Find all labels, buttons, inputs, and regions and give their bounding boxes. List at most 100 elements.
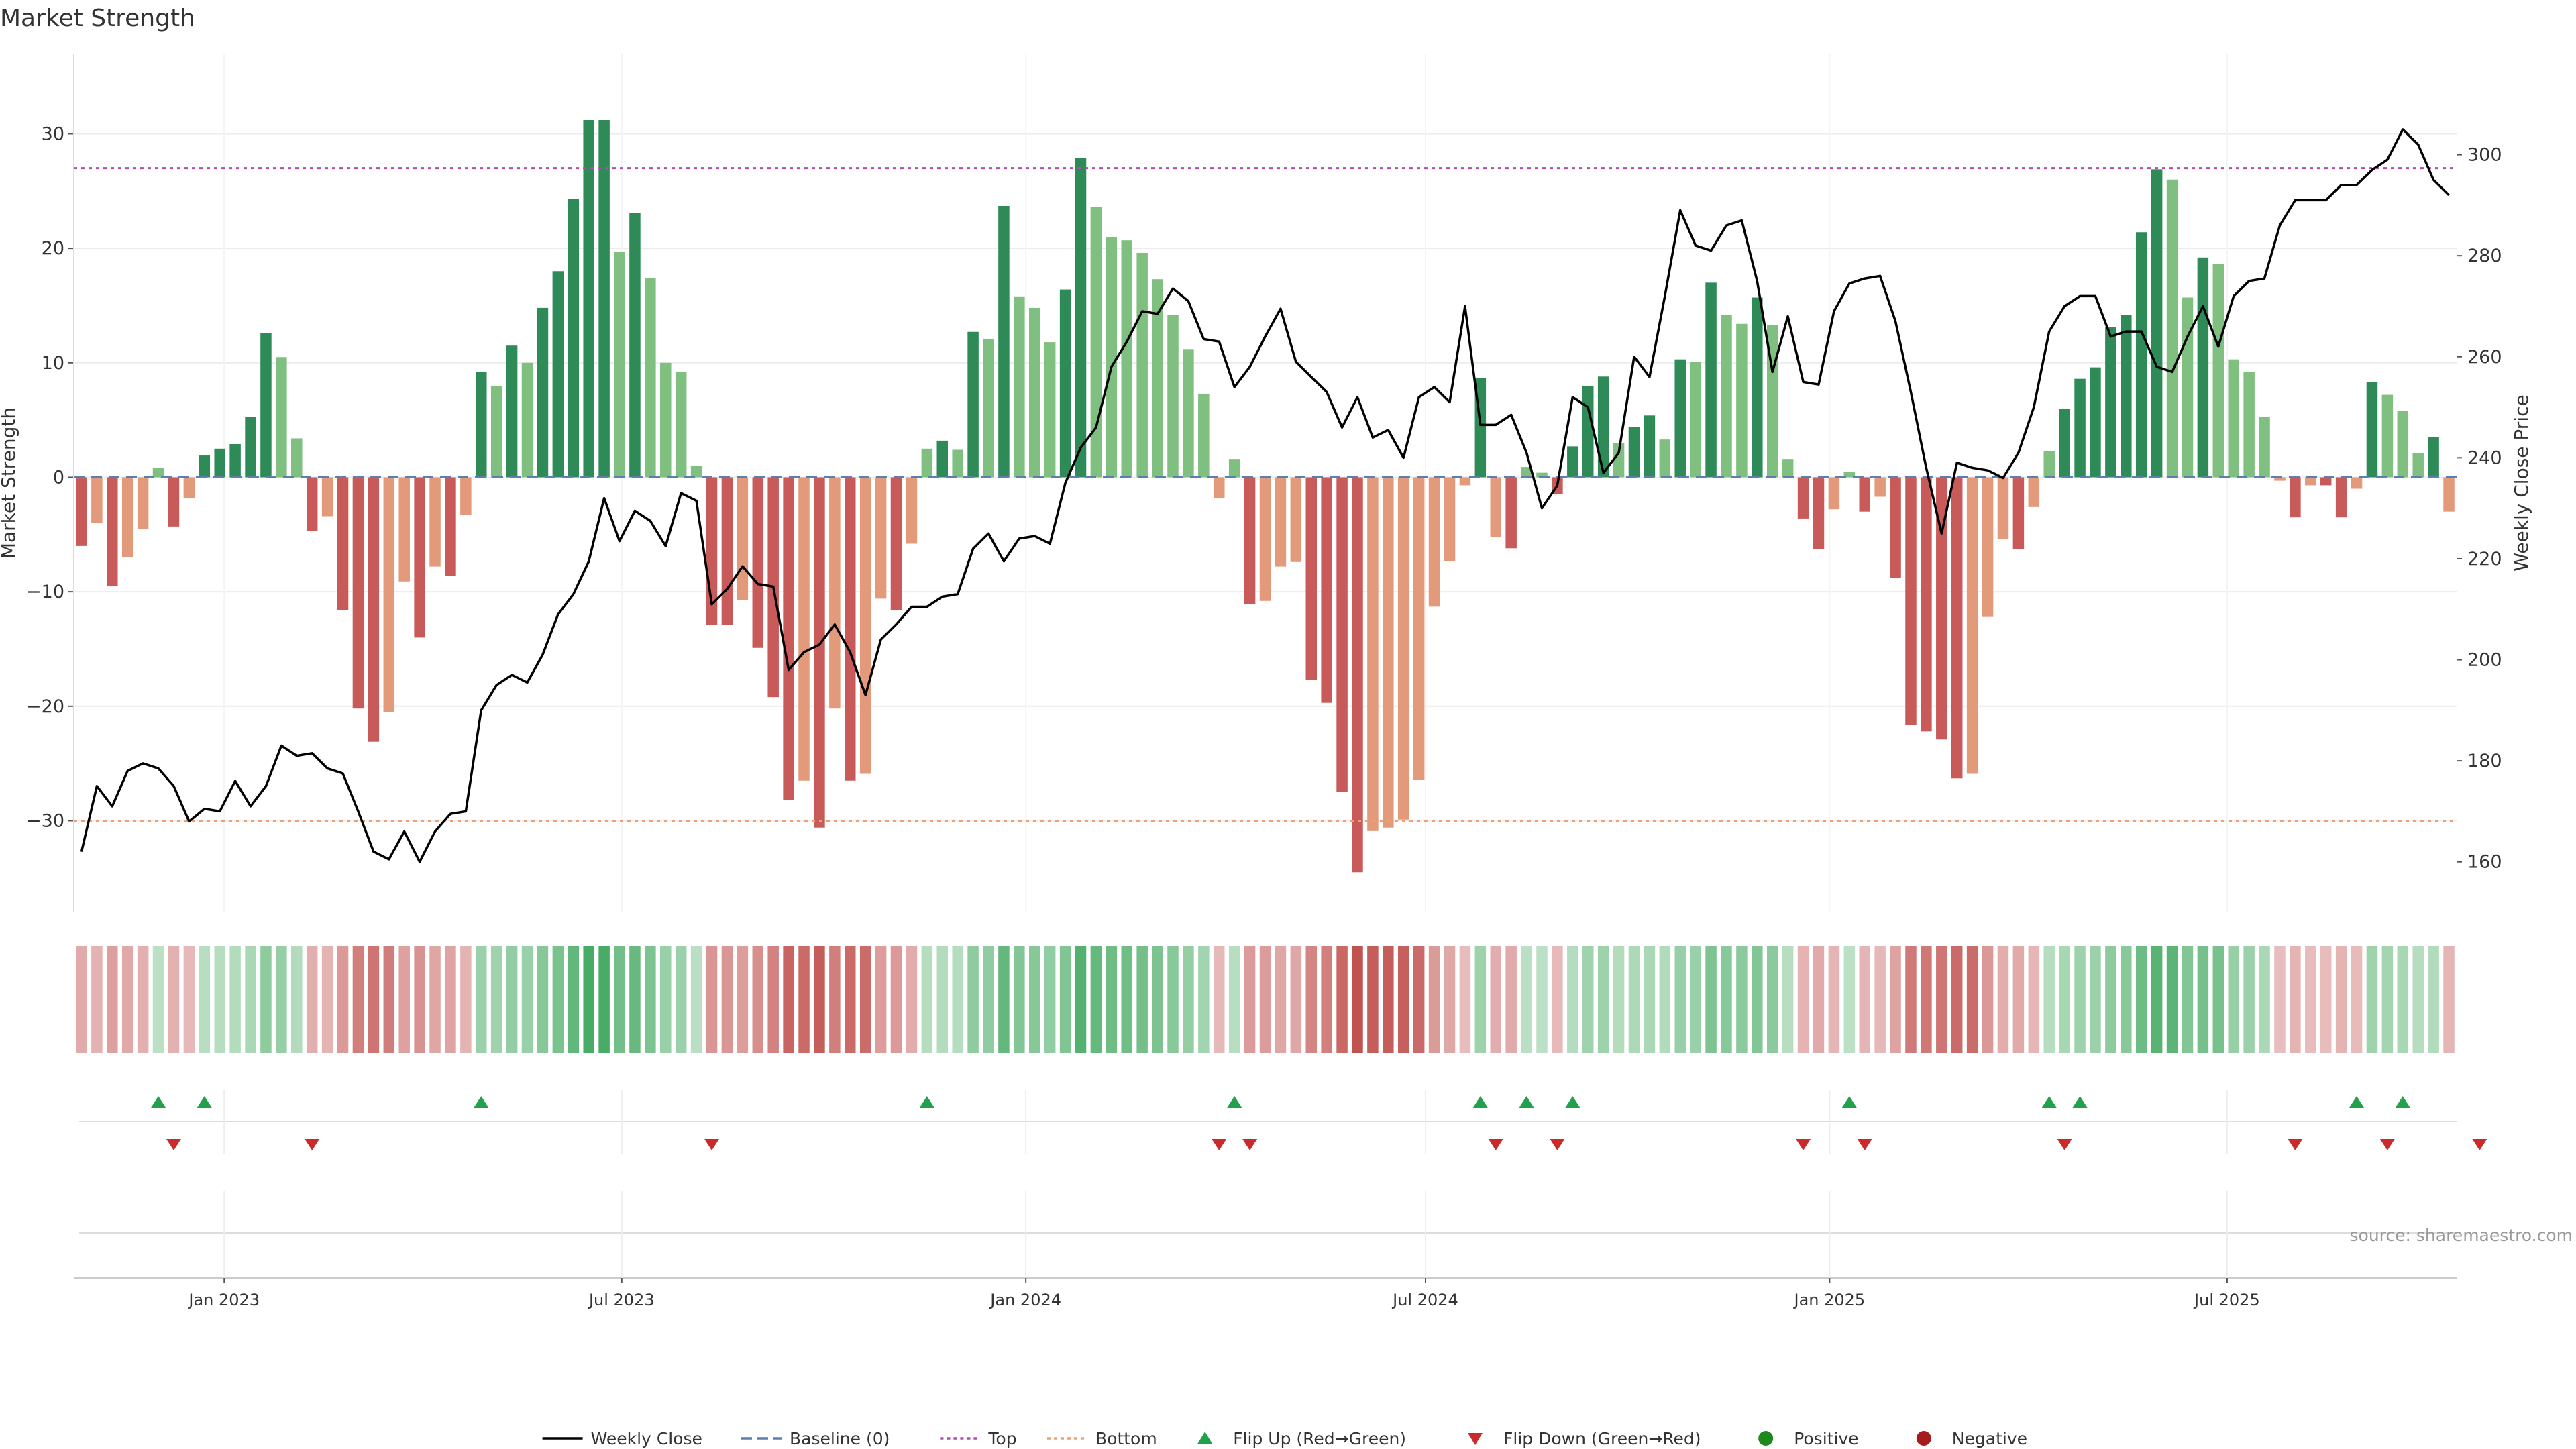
strength-bar	[476, 372, 487, 478]
flip-down-marker	[1242, 1139, 1258, 1150]
strength-bar	[1275, 477, 1287, 567]
x-tick-label: Jan 2023	[187, 1291, 260, 1309]
x-tick-label: Jan 2025	[1792, 1291, 1865, 1309]
strength-bar	[1905, 477, 1917, 725]
strength-bar	[2043, 451, 2055, 478]
legend-label: Bottom	[1095, 1429, 1157, 1448]
strip-cell	[983, 946, 994, 1053]
y-tick-label: −10	[26, 582, 64, 602]
strength-bar	[1505, 477, 1517, 549]
strip-cell	[737, 946, 749, 1053]
strength-bar	[321, 477, 333, 517]
strength-bar	[2012, 477, 2025, 549]
strip-cell	[706, 946, 718, 1053]
strength-bar	[1797, 477, 1809, 519]
strength-bar	[1828, 477, 1840, 510]
flip-up-marker	[1841, 1096, 1857, 1108]
strength-bar	[521, 362, 533, 478]
strip-cell	[2090, 946, 2101, 1053]
flip-down-marker	[1212, 1139, 1227, 1150]
strength-bar	[1582, 385, 1594, 478]
y2-tick-label: 180	[2467, 751, 2502, 771]
flip-up-marker	[1227, 1096, 1242, 1108]
strength-bar	[1121, 240, 1133, 478]
strength-bar	[490, 385, 502, 478]
strength-bar	[1613, 443, 1625, 478]
strength-bar	[1628, 427, 1640, 478]
legend-label: Flip Down (Green→Red)	[1503, 1429, 1701, 1448]
strip-cell	[476, 946, 487, 1053]
legend-label: Baseline (0)	[790, 1429, 890, 1448]
strength-bar	[1859, 477, 1870, 512]
legend-item: Flip Up (Red→Green)	[1197, 1429, 1406, 1448]
strength-bar	[629, 213, 641, 478]
flip-down-marker	[2057, 1139, 2072, 1150]
strip-cell	[1552, 946, 1563, 1053]
strength-bar	[1059, 289, 1071, 478]
strength-bar	[1167, 315, 1179, 478]
flip-up-marker	[2041, 1096, 2057, 1108]
grid-lines	[74, 54, 2457, 912]
strip-cell	[1828, 946, 1840, 1053]
strength-bar	[260, 333, 272, 478]
strip-cell	[1183, 946, 1194, 1053]
strip-cell	[2105, 946, 2116, 1053]
strength-bar	[1813, 477, 1825, 549]
strength-bar	[829, 477, 841, 709]
strip-cell	[368, 946, 380, 1053]
strength-bar	[2366, 382, 2378, 478]
strength-bar	[998, 205, 1010, 478]
legend: Weekly Close Baseline (0) Top Bottom Flip Up…	[542, 1429, 2027, 1448]
strip-cell	[675, 946, 687, 1053]
strip-cell	[445, 946, 456, 1053]
strip-cell	[2274, 946, 2286, 1053]
strip-cell	[2428, 946, 2439, 1053]
strength-bar	[2182, 297, 2194, 478]
strip-cell	[1736, 946, 1748, 1053]
strip-cell	[1659, 946, 1671, 1053]
strip-cell	[398, 946, 410, 1053]
strip-cell	[1813, 946, 1825, 1053]
strength-bar	[2320, 477, 2332, 486]
strip-cell	[890, 946, 902, 1053]
strength-bar	[107, 477, 118, 586]
strength-bar	[1228, 459, 1240, 478]
y2-tick-label: 300	[2467, 145, 2502, 166]
strip-cell	[1121, 946, 1133, 1053]
strip-cell	[229, 946, 241, 1053]
strip-cell	[152, 946, 164, 1053]
strength-bar	[2243, 372, 2255, 478]
strip-cell	[2028, 946, 2040, 1053]
strip-cell	[906, 946, 918, 1053]
strength-bar	[276, 357, 287, 478]
strip-cell	[1244, 946, 1256, 1053]
strip-cell	[1444, 946, 1456, 1053]
strength-bar	[2428, 437, 2439, 478]
strength-bar	[1659, 439, 1671, 478]
strength-bar	[2381, 394, 2394, 478]
strength-bar	[2228, 359, 2239, 478]
strip-cell	[2151, 946, 2163, 1053]
strip-cell	[2443, 946, 2455, 1053]
strength-bar	[890, 477, 902, 610]
legend-item: Negative	[1916, 1429, 2027, 1448]
strip-cell	[2197, 946, 2209, 1053]
strip-cell	[1214, 946, 1225, 1053]
strip-cell	[552, 946, 564, 1053]
strip-cell	[2381, 946, 2394, 1053]
strip-cell	[91, 946, 103, 1053]
strip-cell	[1305, 946, 1317, 1053]
strip-cell	[1674, 946, 1686, 1053]
strip-cell	[199, 946, 211, 1053]
weekly-close-line	[80, 128, 2450, 863]
strength-bar	[1521, 467, 1532, 478]
strip-cell	[660, 946, 672, 1053]
strength-bar	[1597, 376, 1609, 478]
strength-bar	[2197, 257, 2209, 478]
y-axis-right: 160 180 200 220 240 260 280 300	[2457, 145, 2502, 873]
strip-cell	[1275, 946, 1287, 1053]
legend-label: Top	[987, 1429, 1016, 1448]
strength-bar	[675, 372, 687, 478]
strip-cell	[506, 946, 518, 1053]
